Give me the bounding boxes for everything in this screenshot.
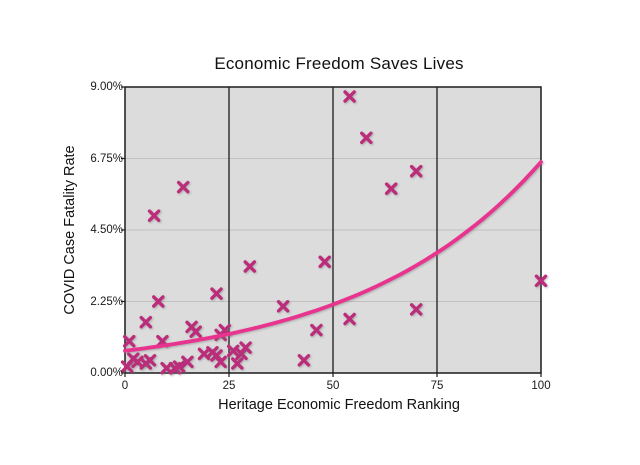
scatter-marker [172,360,186,373]
scatter-marker [310,323,323,337]
scatter-marker [276,300,290,313]
scatter-marker [534,274,548,288]
scatter-marker [409,303,423,316]
scatter-marker [122,334,136,348]
scatter-marker [152,295,165,308]
scatter-marker [143,354,157,367]
scatter-marker [343,90,356,103]
scatter-marker [360,131,373,145]
x-tick-label: 25 [222,380,236,392]
scatter-marker [210,287,223,300]
y-tick-label: 0.00% [90,367,123,379]
scatter-marker [384,182,398,195]
y-tick-label: 2.25% [90,295,123,308]
scatter-marker [231,357,244,370]
y-tick-label: 4.50% [90,224,123,236]
x-axis-title: Heritage Economic Freedom Ranking [218,397,460,413]
chart-title: Economic Freedom Saves Lives [214,54,464,73]
x-tick-label: 50 [326,380,340,392]
scatter-marker [343,312,356,326]
scatter-marker [214,355,227,369]
scatter-marker [147,209,161,222]
scatter-marker [297,354,311,367]
x-tick-label: 100 [531,380,551,392]
x-tick-label: 75 [430,380,444,392]
scatter-marker [181,355,194,369]
y-tick-label: 6.75% [90,152,123,165]
scatter-marker [318,255,331,269]
scatter-marker [226,344,240,358]
y-tick-label: 9.00% [90,81,123,93]
scatter-marker [243,260,257,273]
scatter-marker [189,325,202,338]
plot-area [120,86,548,377]
scatter-marker [409,164,423,178]
trend-line [123,160,543,353]
scatter-marker [239,341,252,354]
plot-border [124,86,542,374]
scatter-marker [176,180,190,194]
scatter-marker [139,315,153,329]
x-tick-label: 0 [121,380,129,392]
